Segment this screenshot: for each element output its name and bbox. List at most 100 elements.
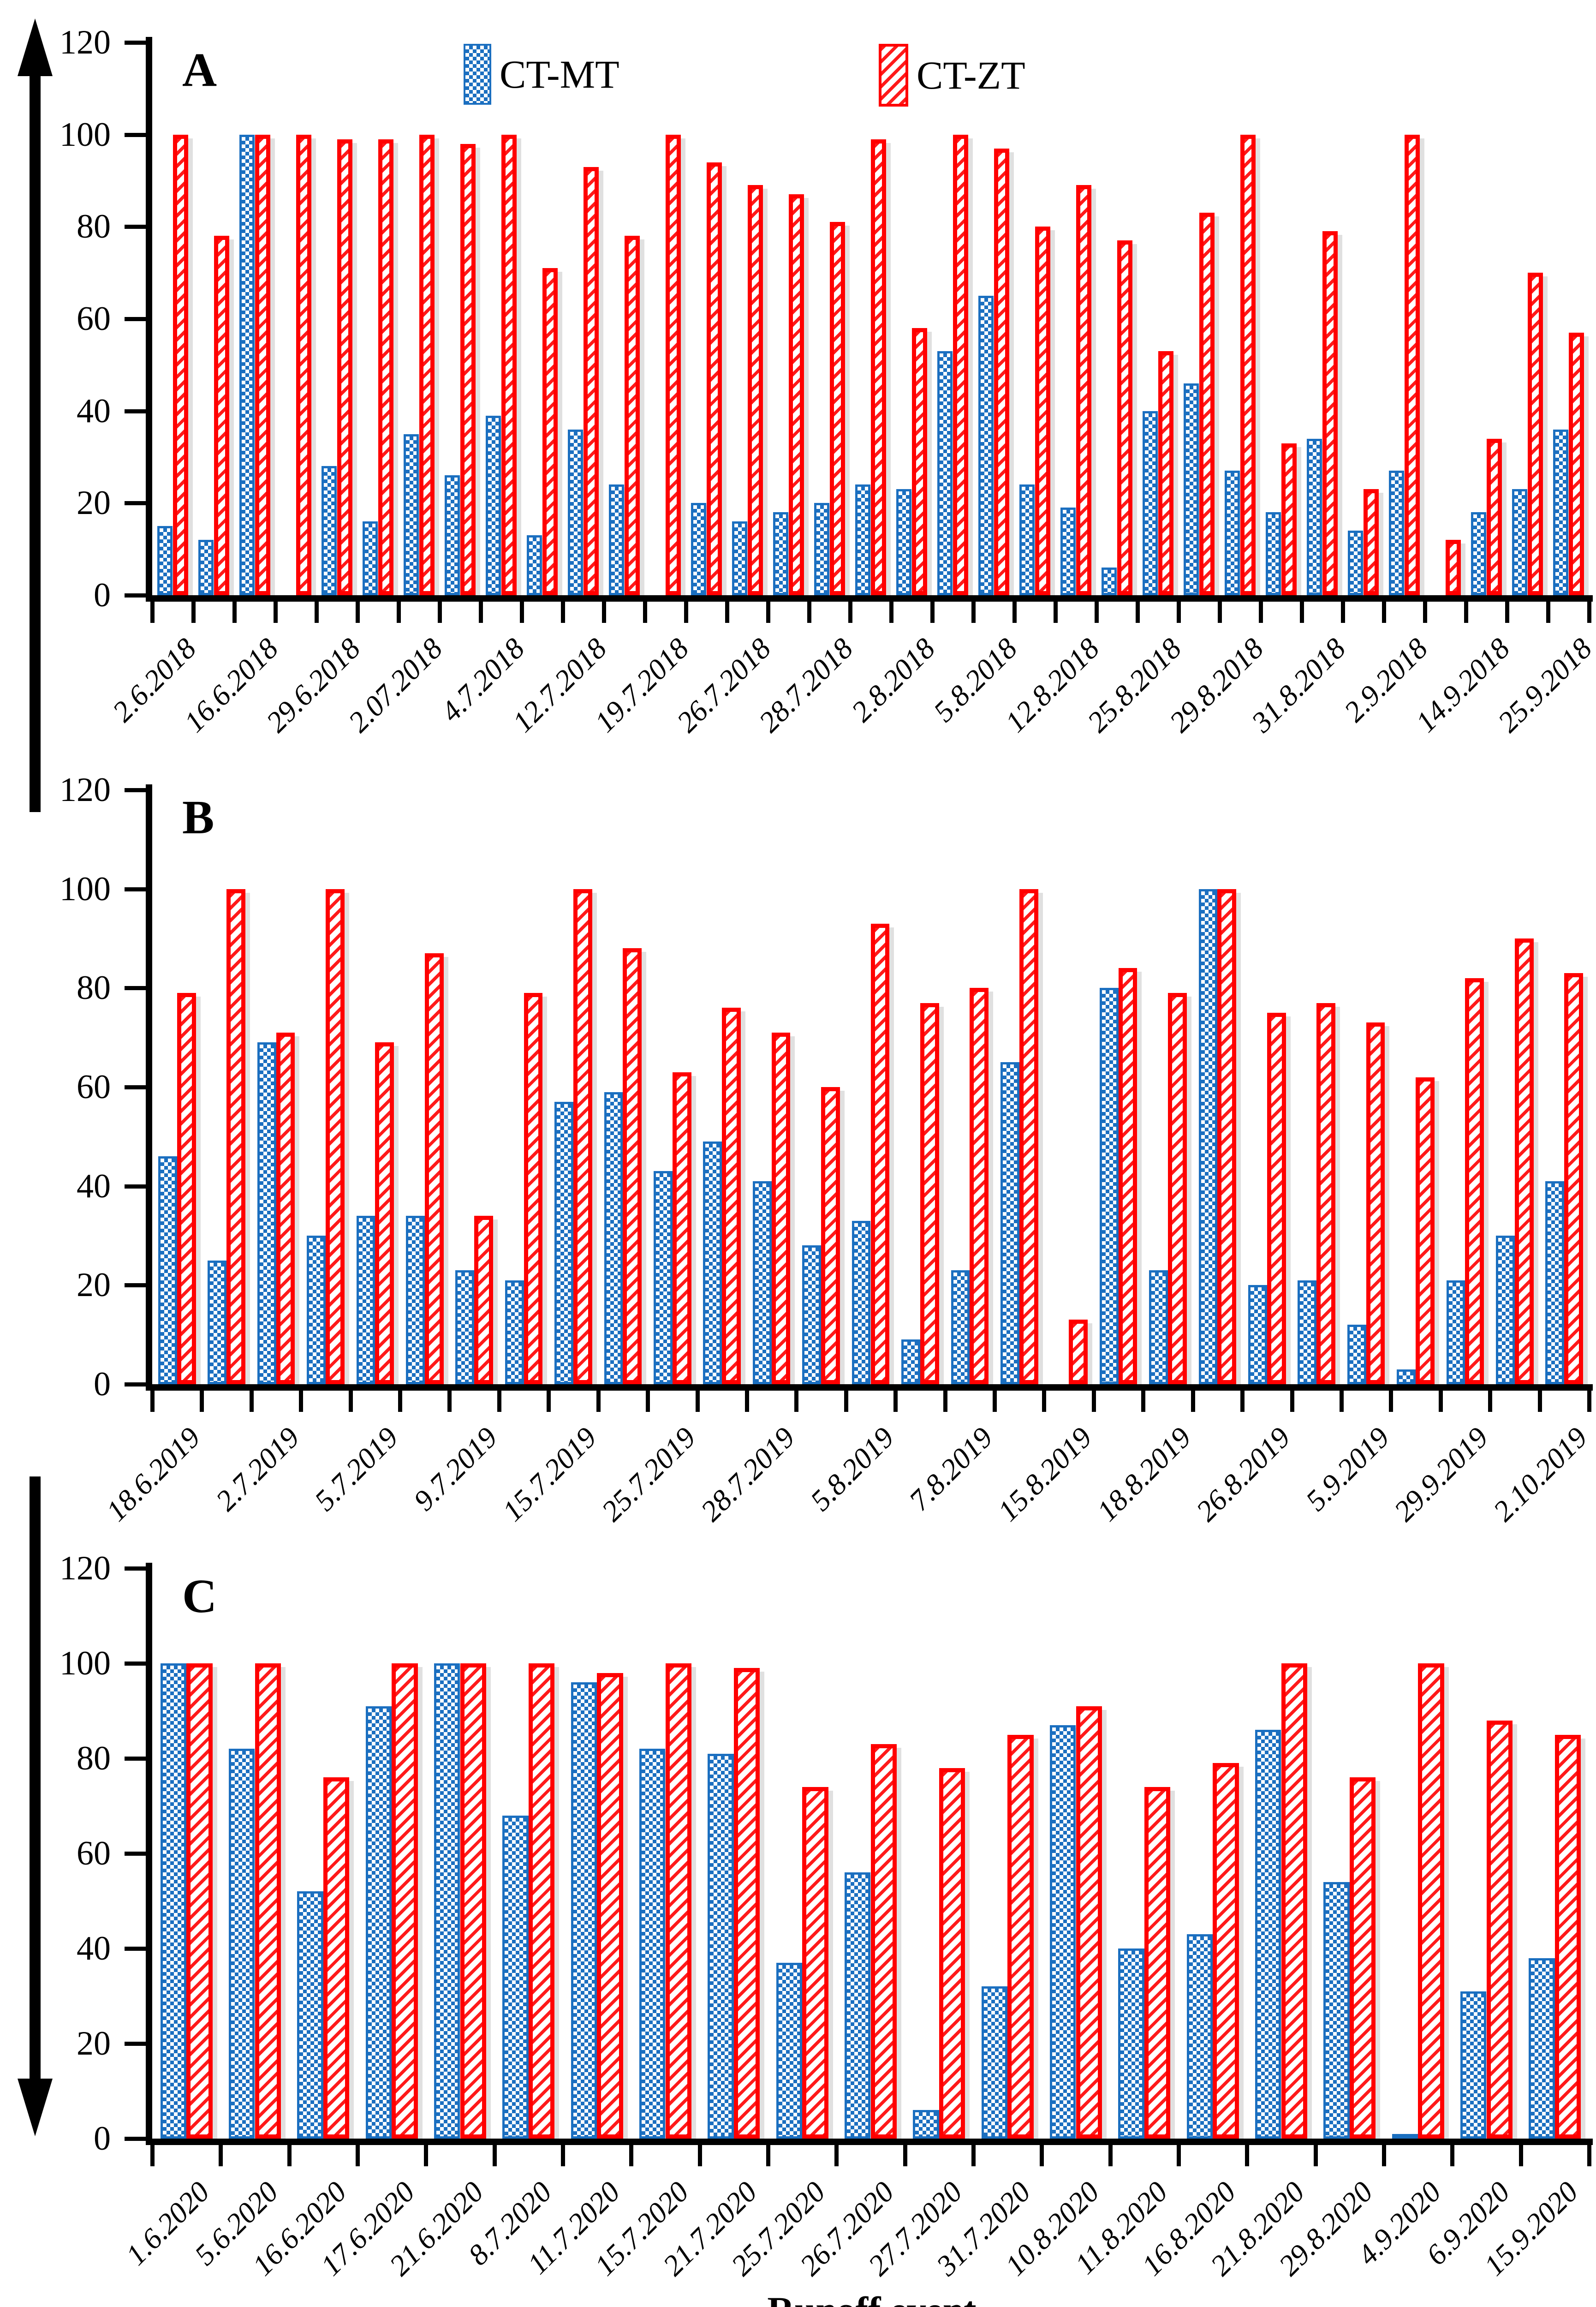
y-tick-label: 80 (77, 1739, 111, 1777)
bar-ct-zt (722, 1008, 741, 1384)
bar-ct-mt (362, 521, 378, 595)
x-tick (249, 1391, 254, 1412)
x-tick (1136, 602, 1140, 623)
bar-ct-mt (321, 466, 337, 595)
bar-ct-mt (604, 1092, 623, 1384)
bar-ct-mt (502, 1815, 529, 2139)
bar-ct-zt (1514, 938, 1534, 1384)
y-tick (125, 1757, 146, 1761)
x-tick (1450, 2145, 1455, 2166)
bar-ct-zt (323, 1777, 350, 2139)
bar-ct-mt (365, 1706, 392, 2139)
bar-ct-mt (814, 503, 830, 595)
y-tick (125, 1566, 146, 1571)
x-tick (848, 602, 852, 623)
x-tick (1382, 602, 1386, 623)
bar-ct-mt (434, 1663, 460, 2139)
y-tick-label: 0 (94, 576, 111, 614)
bar-ct-mt (776, 1962, 803, 2139)
bar-ct-mt (703, 1142, 722, 1384)
x-tick (1519, 2145, 1523, 2166)
y-tick (125, 132, 146, 137)
bar-ct-mt (505, 1280, 524, 1384)
y-tick-label: 20 (77, 2025, 111, 2062)
bar-ct-zt (1568, 332, 1584, 595)
bar-ct-zt (1349, 1777, 1376, 2139)
y-tick (125, 501, 146, 506)
bar-ct-zt (1366, 1022, 1385, 1384)
y-tick (125, 2137, 146, 2141)
x-tick (602, 602, 606, 623)
bar-ct-zt (1465, 978, 1484, 1384)
bar-ct-mt (1460, 1991, 1487, 2139)
x-tick (794, 1391, 799, 1412)
x-tick (1382, 2145, 1386, 2166)
bar-ct-zt (747, 185, 763, 595)
x-tick (1587, 2145, 1591, 2166)
x-tick (1505, 602, 1509, 623)
y-tick (125, 41, 146, 45)
x-tick (1438, 1391, 1443, 1412)
bar-ct-mt (1186, 1934, 1213, 2139)
ct-mt-swatch-icon (464, 44, 491, 105)
x-tick (1290, 1391, 1294, 1412)
x-tick (930, 602, 935, 623)
x-tick (744, 1391, 749, 1412)
bar-ct-mt (654, 1171, 673, 1384)
y-axis (146, 784, 152, 1391)
bar-ct-mt (1224, 471, 1240, 595)
bar-ct-mt (157, 526, 173, 595)
bar-ct-zt (870, 139, 887, 595)
x-tick (1300, 602, 1304, 623)
x-tick (356, 2145, 360, 2166)
bar-ct-mt (554, 1102, 573, 1384)
y-tick-label: 0 (94, 1365, 111, 1403)
bar-ct-mt (1446, 1280, 1465, 1384)
bar-ct-zt (337, 139, 353, 595)
x-tick (299, 1391, 304, 1412)
bar-ct-zt (665, 1663, 691, 2139)
bar-ct-mt (1347, 1325, 1366, 1384)
bar-ct-zt (276, 1032, 295, 1384)
y-tick-label: 120 (60, 24, 111, 61)
bar-ct-mt (901, 1339, 920, 1384)
bar-ct-mt (732, 521, 748, 595)
bar-ct-zt (911, 328, 928, 595)
x-tick (219, 2145, 223, 2166)
bar-ct-mt (1347, 531, 1364, 595)
y-axis (146, 1563, 152, 2145)
x-tick (1141, 1391, 1146, 1412)
bar-ct-zt (1167, 993, 1187, 1384)
bar-ct-mt (567, 429, 584, 595)
bar-ct-mt (526, 535, 542, 595)
bar-ct-mt (239, 134, 255, 595)
x-tick (287, 2145, 292, 2166)
bar-ct-zt (939, 1768, 965, 2139)
y-tick (125, 1947, 146, 1951)
bar-ct-zt (474, 1216, 493, 1384)
bar-ct-zt (1007, 1734, 1034, 2139)
bar-ct-mt (403, 434, 419, 595)
x-tick (479, 602, 483, 623)
bar-ct-zt (1316, 1003, 1336, 1384)
y-tick (125, 593, 146, 598)
bar-ct-mt (1512, 489, 1528, 595)
bar-ct-zt (706, 162, 722, 595)
y-tick (125, 887, 146, 891)
x-tick (1177, 2145, 1181, 2166)
bar-ct-mt (1099, 988, 1119, 1384)
y-tick-label: 100 (60, 115, 111, 154)
bar-ct-mt (1118, 1948, 1144, 2139)
legend-item-ct-mt: CT-MT (464, 44, 619, 105)
bar-ct-mt (1142, 411, 1158, 595)
bar-ct-zt (870, 923, 890, 1384)
x-tick (1488, 1391, 1493, 1412)
y-tick (125, 317, 146, 321)
x-tick (1240, 1391, 1245, 1412)
bar-ct-mt (1183, 383, 1199, 595)
x-tick (646, 1391, 650, 1412)
bar-ct-zt (870, 1744, 897, 2139)
panel-c-letter: C (182, 1570, 217, 1623)
y-tick-label: 60 (77, 1068, 111, 1106)
